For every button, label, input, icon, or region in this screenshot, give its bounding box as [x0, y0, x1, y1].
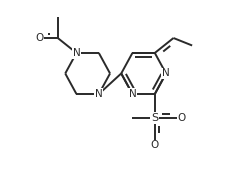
- Text: O: O: [178, 113, 186, 123]
- Text: N: N: [162, 68, 170, 78]
- Text: N: N: [73, 48, 80, 58]
- Text: O: O: [35, 33, 43, 43]
- Text: N: N: [95, 89, 103, 99]
- Text: O: O: [151, 140, 159, 150]
- Text: N: N: [129, 89, 136, 99]
- Text: S: S: [151, 113, 158, 123]
